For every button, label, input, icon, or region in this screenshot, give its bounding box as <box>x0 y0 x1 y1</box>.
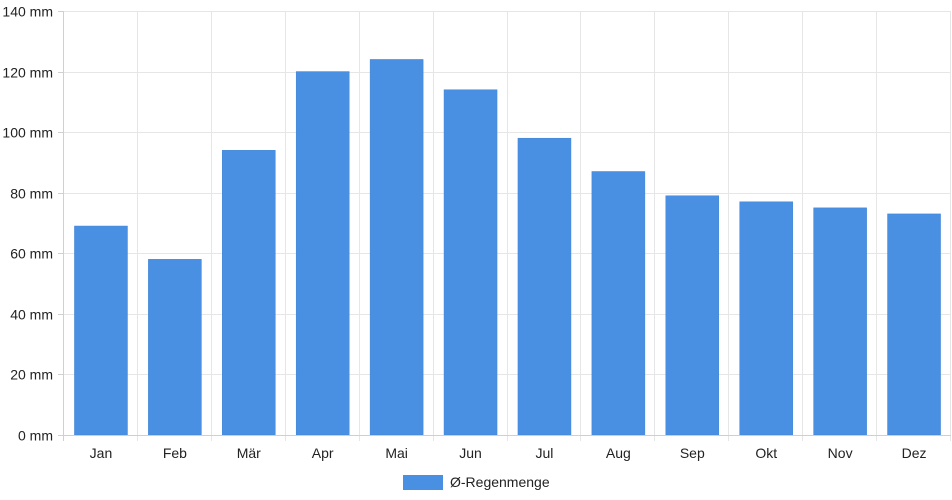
y-tick-label: 140 mm <box>2 4 53 20</box>
y-tick-label: 80 mm <box>10 186 53 202</box>
x-tick-label: Dez <box>902 445 927 461</box>
x-tick-labels: Jan Feb Mär Apr Mai Jun Jul Aug Sep Okt Nov Dez <box>90 445 927 461</box>
x-tick-label: Nov <box>828 445 853 461</box>
legend-swatch <box>403 475 443 490</box>
x-tick-label: Mai <box>385 445 408 461</box>
legend: Ø-Regenmenge <box>403 474 550 490</box>
bar-Jun <box>443 89 498 436</box>
x-tick-label: Jan <box>90 445 113 461</box>
bar-Jan <box>74 225 128 436</box>
x-tick-label: Apr <box>312 445 334 461</box>
x-tick-label: Okt <box>755 445 777 461</box>
x-tick-label: Jul <box>536 445 554 461</box>
y-tick-labels: 0 mm 20 mm 40 mm 60 mm 80 mm 100 mm 120 mm 140 … <box>2 4 53 444</box>
x-tick-label: Mär <box>237 445 261 461</box>
bar-Apr <box>295 71 350 436</box>
bar-Aug <box>591 171 646 436</box>
y-tick-label: 20 mm <box>10 367 53 383</box>
bars <box>74 59 941 436</box>
y-tick-label: 40 mm <box>10 307 53 323</box>
bar-Dez <box>887 213 941 436</box>
bar-Feb <box>148 259 202 436</box>
y-tick-label: 60 mm <box>10 246 53 262</box>
y-tick-label: 0 mm <box>18 428 53 444</box>
grid-lines <box>64 11 951 441</box>
bar-Mai <box>369 59 424 436</box>
x-tick-label: Sep <box>680 445 705 461</box>
bar-Okt <box>739 201 793 436</box>
axes <box>58 11 951 441</box>
x-tick-label: Jun <box>459 445 482 461</box>
bar-Sep <box>665 195 720 436</box>
bar-Mär <box>222 150 276 436</box>
bar-Jul <box>517 137 572 436</box>
y-tick-label: 100 mm <box>2 125 53 141</box>
bar-Nov <box>813 207 867 436</box>
x-tick-label: Aug <box>606 445 631 461</box>
y-tick-label: 120 mm <box>2 65 53 81</box>
legend-label: Ø-Regenmenge <box>450 474 550 490</box>
x-tick-label: Feb <box>163 445 187 461</box>
